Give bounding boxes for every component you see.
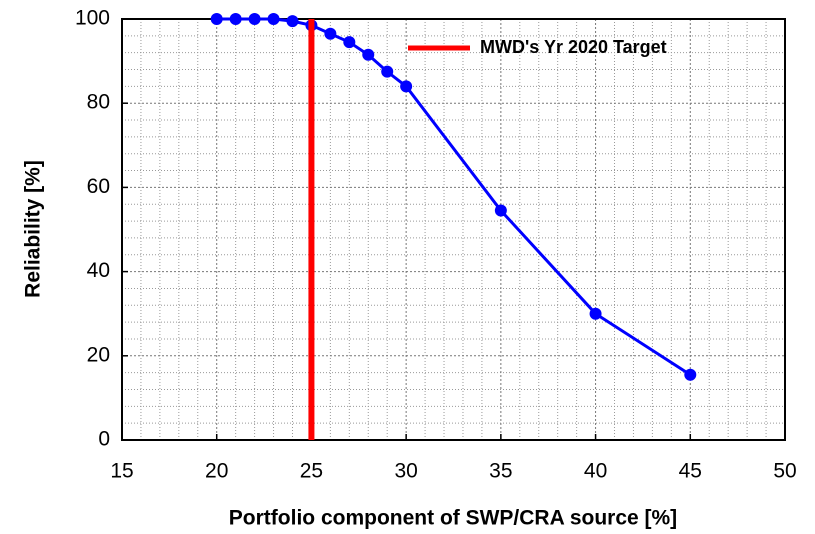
data-point	[381, 65, 394, 78]
data-point	[589, 307, 602, 320]
x-tick-label: 35	[489, 460, 512, 483]
y-tick-label: 80	[87, 91, 110, 114]
x-tick-label: 40	[584, 460, 607, 483]
x-tick-label: 30	[394, 460, 417, 483]
y-tick-label: 40	[87, 259, 110, 282]
data-point	[684, 368, 697, 381]
data-point	[324, 27, 337, 40]
data-point	[286, 15, 299, 28]
data-point	[494, 204, 507, 217]
data-point	[248, 13, 261, 25]
data-point	[229, 13, 242, 25]
x-tick-label: 50	[773, 460, 796, 483]
x-tick-label: 15	[110, 460, 133, 483]
y-axis-label: Reliability [%]	[22, 160, 45, 298]
x-tick-label: 25	[300, 460, 323, 483]
legend-label: MWD's Yr 2020 Target	[480, 37, 667, 57]
data-point	[210, 13, 223, 25]
plot-frame	[121, 18, 786, 441]
y-tick-label: 60	[87, 175, 110, 198]
data-point	[343, 36, 356, 49]
data-point	[267, 13, 280, 25]
x-axis-label: Portfolio component of SWP/CRA source [%…	[229, 507, 677, 530]
y-tick-label: 100	[75, 7, 110, 30]
x-tick-label: 45	[679, 460, 702, 483]
data-point	[362, 48, 375, 61]
y-tick-label: 0	[98, 428, 110, 451]
x-tick-label: 20	[205, 460, 228, 483]
series-line	[216, 17, 692, 377]
data-point	[400, 80, 413, 93]
y-tick-label: 20	[87, 343, 110, 366]
